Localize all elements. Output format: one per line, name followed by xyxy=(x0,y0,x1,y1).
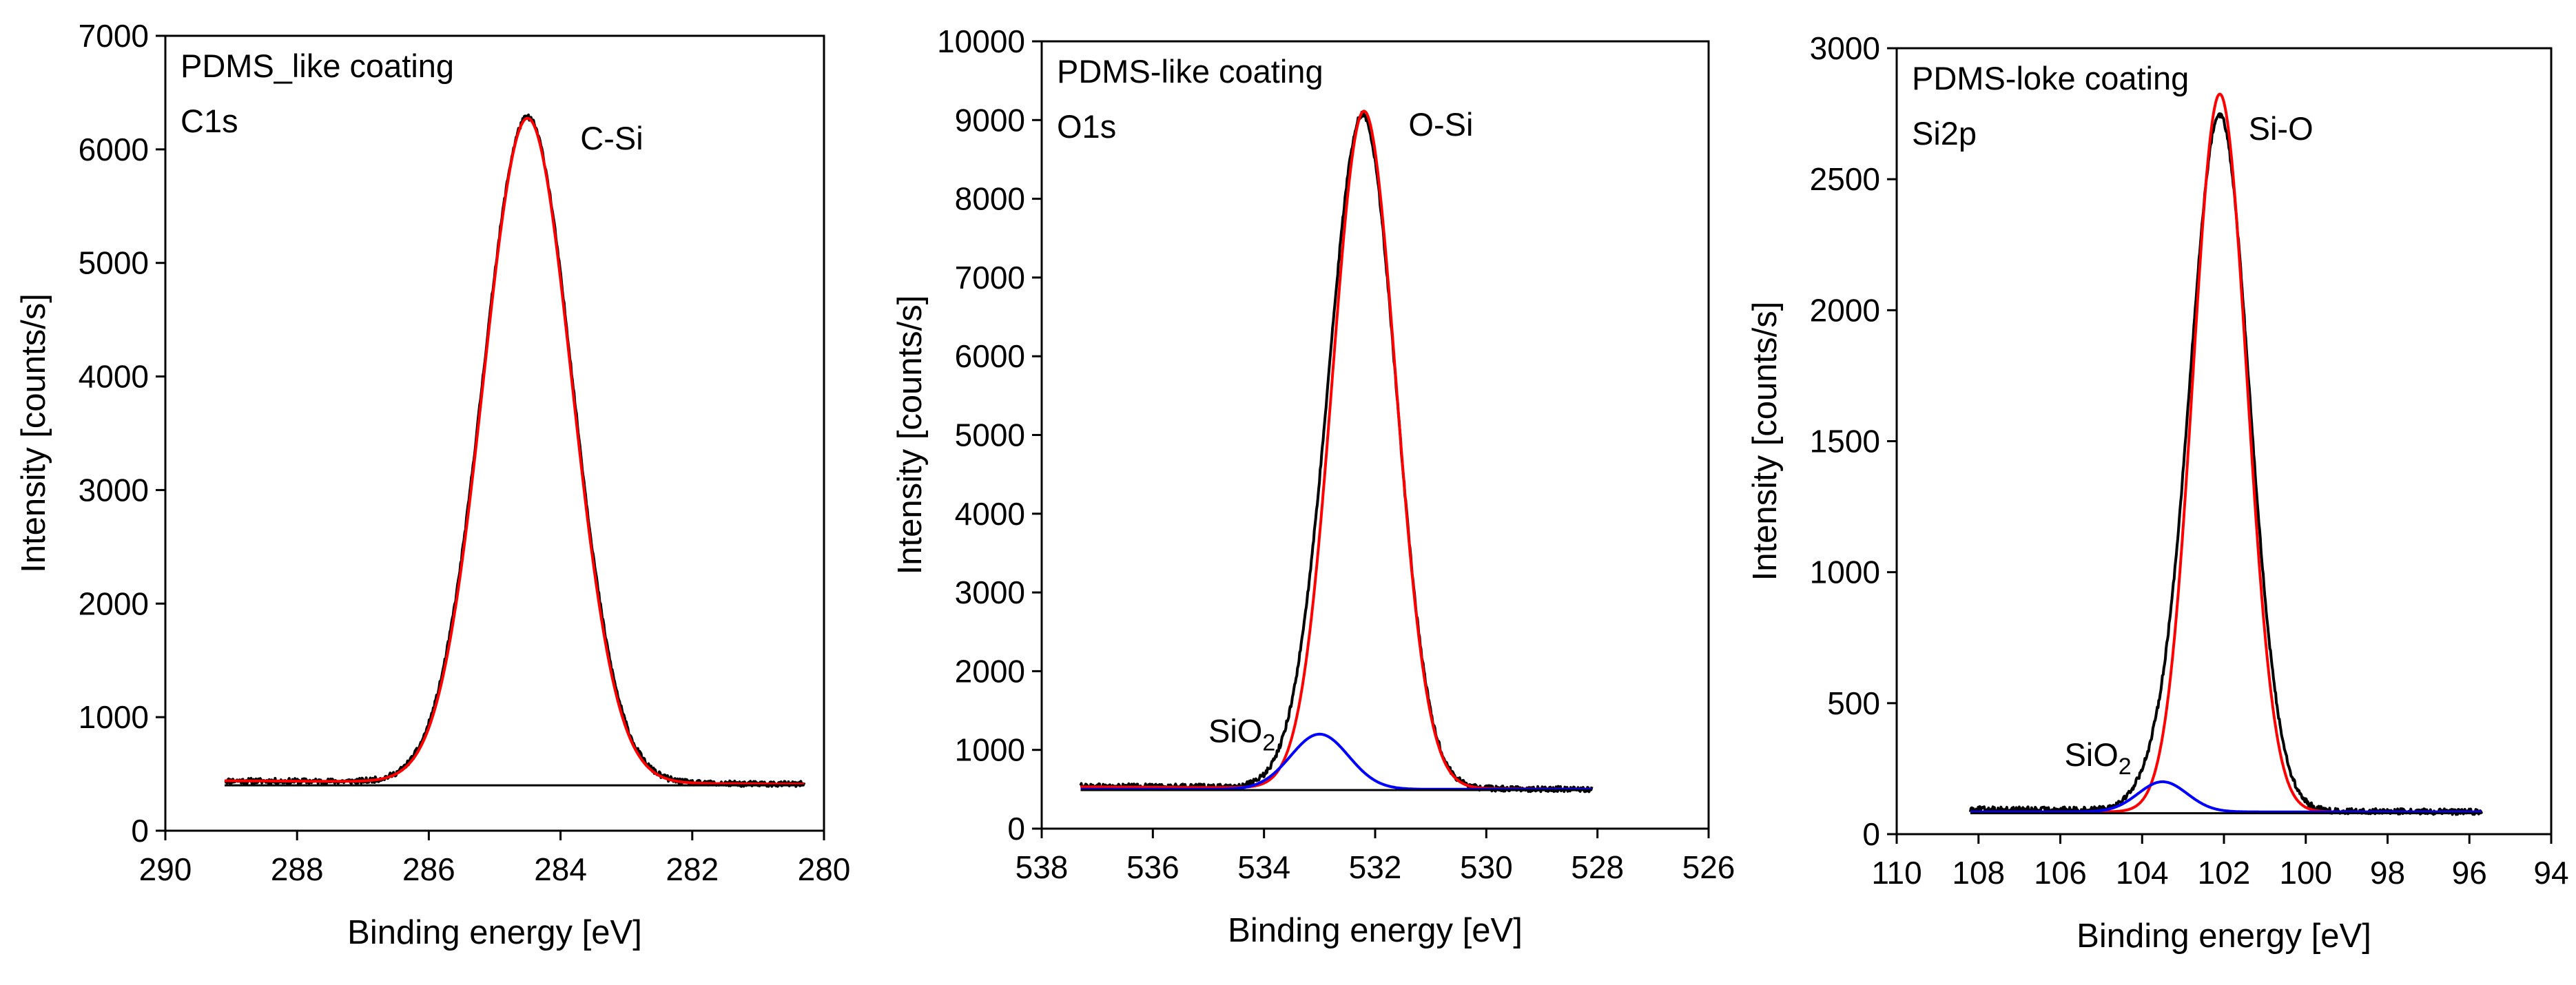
x-tick-label: 534 xyxy=(1237,849,1290,885)
x-tick-label: 110 xyxy=(1871,855,1921,891)
y-tick-label: 4000 xyxy=(955,496,1025,532)
x-tick-label: 280 xyxy=(798,851,851,887)
y-tick-label: 0 xyxy=(1862,816,1880,852)
plot-frame xyxy=(164,34,825,832)
x-tick-label: 282 xyxy=(666,851,719,887)
y-tick-label: 9000 xyxy=(955,102,1025,138)
x-axis-title: Binding energy [eV] xyxy=(1228,912,1523,949)
chart-subtitle: Si2p xyxy=(1912,115,1977,152)
x-tick-label: 102 xyxy=(2198,855,2251,891)
x-tick-label: 94 xyxy=(2533,855,2568,891)
y-axis-title: Intensity [counts/s] xyxy=(1746,302,1784,581)
series-line-fit-o-si xyxy=(1080,110,1593,791)
peak-annotation: SiO2 xyxy=(2064,736,2131,780)
x-tick-label: 284 xyxy=(534,851,587,887)
x-tick-label: 108 xyxy=(1952,855,2005,891)
x-axis-title: Binding energy [eV] xyxy=(2077,917,2371,955)
chart-panel-si2p: 0 500 1000 1500 2000 2500 3000 110 108 106 104 102 1… xyxy=(1746,30,2569,955)
y-tick-label: 0 xyxy=(1007,811,1025,847)
chart-title: PDMS_like coating xyxy=(181,48,454,84)
y-tick-label: 4000 xyxy=(79,359,149,395)
x-tick-label: 290 xyxy=(139,851,192,887)
peak-annotation: C-Si xyxy=(580,120,643,156)
y-tick-label: 7000 xyxy=(955,260,1025,296)
x-axis-title: Binding energy [eV] xyxy=(347,914,642,951)
x-tick-label: 526 xyxy=(1682,849,1735,885)
series-line-measured xyxy=(1079,110,1594,794)
x-tick-label: 528 xyxy=(1571,849,1624,885)
x-tick-label: 288 xyxy=(271,851,324,887)
y-tick-label: 1500 xyxy=(1810,424,1880,459)
x-tick-label: 100 xyxy=(2279,855,2332,891)
chart-subtitle: C1s xyxy=(181,103,238,139)
x-tick-label: 538 xyxy=(1016,849,1069,885)
chart-panel-c1s: 0 1000 2000 3000 4000 5000 6000 7000 290 288 286 28… xyxy=(15,18,850,951)
chart-title: PDMS-like coating xyxy=(1057,53,1323,90)
y-tick-label: 2000 xyxy=(955,653,1025,689)
series-line-fit-si-o xyxy=(1969,92,2482,813)
y-tick-label: 1000 xyxy=(79,699,149,735)
x-tick-label: 286 xyxy=(402,851,455,887)
y-tick-label: 500 xyxy=(1827,685,1880,721)
peak-annotation: O-Si xyxy=(1408,106,1473,143)
series-line-fit-sio2 xyxy=(1969,780,2482,813)
series-line-measured xyxy=(224,113,806,788)
y-tick-label: 2500 xyxy=(1810,161,1880,197)
y-tick-label: 7000 xyxy=(79,18,149,54)
peak-annotation: Si-O xyxy=(2249,110,2314,147)
x-tick-label: 530 xyxy=(1460,849,1513,885)
plot-frame xyxy=(1895,47,2553,836)
y-tick-label: 5000 xyxy=(955,417,1025,453)
y-axis-title: Intensity [counts/s] xyxy=(15,293,52,573)
y-tick-label: 3000 xyxy=(79,472,149,508)
y-tick-label: 5000 xyxy=(79,245,149,281)
y-tick-label: 1000 xyxy=(955,732,1025,768)
x-tick-label: 96 xyxy=(2452,855,2487,891)
y-tick-label: 1000 xyxy=(1810,554,1880,590)
y-tick-label: 2000 xyxy=(1810,292,1880,328)
series-line-fit-sio2 xyxy=(1080,732,1593,791)
chart-title: PDMS-loke coating xyxy=(1912,60,2189,96)
x-tick-label: 104 xyxy=(2116,855,2169,891)
y-axis-title: Intensity [counts/s] xyxy=(892,296,929,575)
y-tick-label: 6000 xyxy=(79,132,149,167)
chart-panel-o1s: 0 1000 2000 3000 4000 5000 6000 7000 8000 9000 100… xyxy=(892,23,1735,949)
y-tick-label: 8000 xyxy=(955,181,1025,217)
x-tick-label: 98 xyxy=(2370,855,2405,891)
x-tick-label: 532 xyxy=(1349,849,1402,885)
series-line-fit-c-si xyxy=(224,116,805,786)
peak-annotation: SiO2 xyxy=(1208,712,1275,756)
y-tick-label: 3000 xyxy=(1810,30,1880,66)
y-tick-label: 10000 xyxy=(937,23,1025,59)
x-tick-label: 536 xyxy=(1126,849,1179,885)
series-line-measured xyxy=(1968,112,2483,816)
y-tick-label: 2000 xyxy=(79,585,149,621)
chart-subtitle: O1s xyxy=(1057,108,1116,145)
y-tick-label: 3000 xyxy=(955,574,1025,610)
x-tick-label: 106 xyxy=(2034,855,2087,891)
y-tick-label: 0 xyxy=(131,813,149,849)
y-tick-label: 6000 xyxy=(955,338,1025,374)
